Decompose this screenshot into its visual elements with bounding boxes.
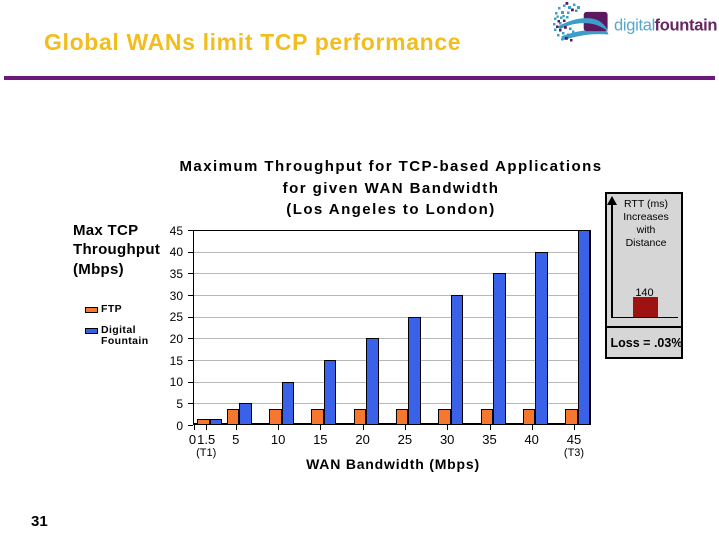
svg-text:fountain: fountain <box>655 17 718 35</box>
svg-text:digital: digital <box>614 17 655 35</box>
